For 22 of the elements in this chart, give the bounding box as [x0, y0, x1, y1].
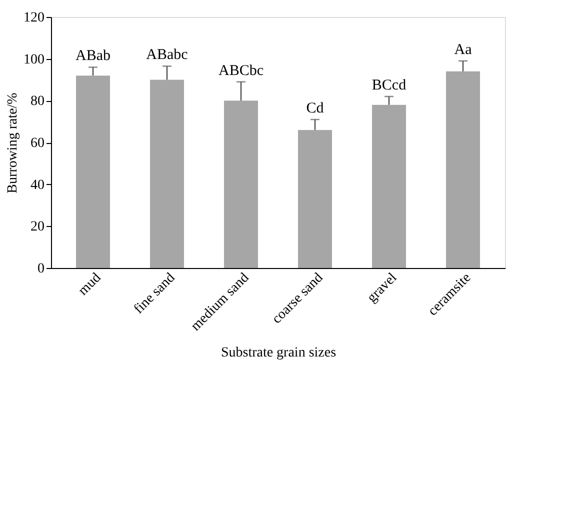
annotation: BCcd: [372, 77, 407, 94]
annotation: ABCbc: [218, 62, 264, 79]
bar: [446, 71, 480, 268]
y-tick-label: 60: [30, 136, 44, 151]
y-tick-label: 40: [30, 178, 44, 193]
annotation: ABab: [76, 48, 110, 64]
y-tick-label: 20: [30, 220, 44, 235]
x-axis-title: Substrate grain sizes: [220, 345, 336, 360]
bar: [76, 76, 110, 268]
y-tick-label: 100: [24, 52, 44, 68]
y-axis-title: Burrowing rate/%: [6, 92, 20, 194]
bar: [150, 80, 184, 268]
annotation: ABabc: [146, 47, 188, 64]
bar: [372, 104, 406, 268]
y-tick-label: 0: [38, 262, 44, 276]
annotation: Aa: [454, 42, 472, 58]
y-tick-label: 120: [24, 10, 44, 26]
y-tick-label: 80: [30, 94, 44, 110]
x-tick-label: mud: [76, 270, 104, 299]
annotation: Cd: [306, 100, 324, 116]
bar: [224, 100, 258, 268]
bar: [298, 130, 332, 268]
